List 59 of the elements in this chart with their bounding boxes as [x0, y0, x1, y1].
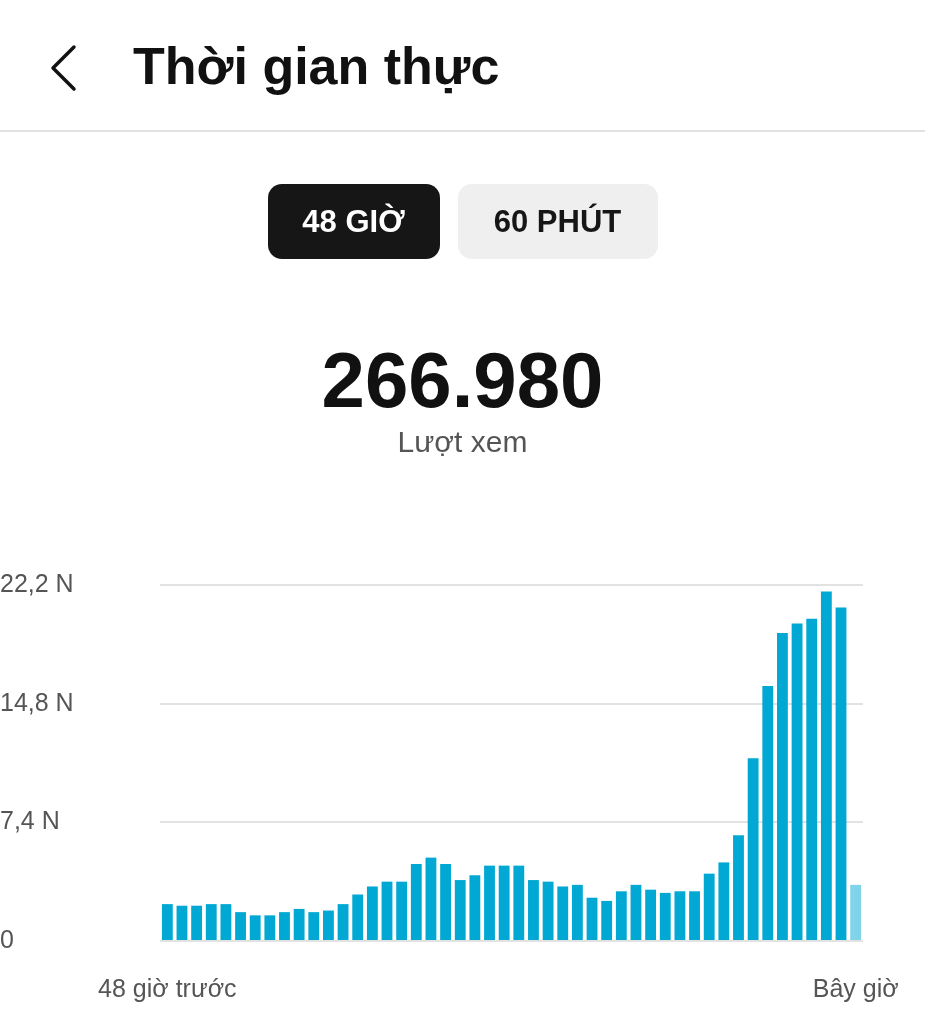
- y-tick-label: 7,4 N: [0, 806, 60, 835]
- bar: [293, 908, 305, 940]
- bar: [689, 891, 700, 940]
- bar: [571, 884, 583, 940]
- bar: [659, 892, 671, 940]
- bar: [264, 915, 276, 940]
- bar: [352, 894, 364, 940]
- bar: [601, 900, 613, 940]
- bar: [645, 889, 657, 940]
- bar: [528, 880, 539, 940]
- bar: [806, 618, 818, 940]
- bar: [410, 864, 422, 940]
- x-tick-label: 48 giờ trước: [98, 973, 237, 1002]
- bar: [703, 873, 715, 940]
- bar: [176, 905, 188, 940]
- text: Lượt xem: [396, 425, 529, 459]
- bar: [337, 904, 349, 940]
- bar: [366, 886, 378, 940]
- bar: [308, 912, 320, 940]
- bar: [674, 891, 686, 940]
- bar: [513, 865, 525, 940]
- bar: [820, 591, 832, 940]
- bar: [279, 912, 290, 940]
- text: 266.980: [320, 335, 605, 426]
- bar: [557, 886, 569, 940]
- y-tick-label: 0: [0, 924, 14, 953]
- bar: [835, 607, 847, 940]
- bar: [498, 865, 510, 940]
- bar: [791, 623, 803, 940]
- bar: [586, 897, 598, 940]
- bar: [205, 904, 217, 940]
- bar: [484, 865, 495, 940]
- bar: [440, 864, 451, 940]
- bar: [381, 881, 393, 940]
- bar: [615, 891, 627, 940]
- bar: [249, 915, 261, 940]
- y-tick-label: 14,8 N: [0, 687, 74, 716]
- bar: [747, 758, 759, 940]
- x-tick-label: Bây giờ: [812, 973, 899, 1002]
- bar: [762, 686, 774, 940]
- bar: [718, 862, 730, 940]
- bar: [777, 633, 788, 940]
- bar: [630, 884, 642, 940]
- bar: [454, 880, 466, 940]
- bar: [161, 904, 173, 940]
- text: 60 PHÚT: [457, 184, 658, 259]
- bar: [733, 835, 744, 940]
- bar: [191, 905, 203, 940]
- bar: [396, 881, 408, 940]
- bar: [542, 881, 554, 940]
- bar: [220, 904, 232, 940]
- chart-title: Thời gian thực: [133, 36, 500, 96]
- text: 48 GIỜ: [267, 184, 440, 259]
- bar: [425, 857, 437, 940]
- y-tick-label: 22,2 N: [0, 568, 74, 597]
- bar: [235, 912, 246, 940]
- bar: [850, 884, 862, 940]
- bar: [323, 910, 334, 940]
- bar: [469, 875, 481, 940]
